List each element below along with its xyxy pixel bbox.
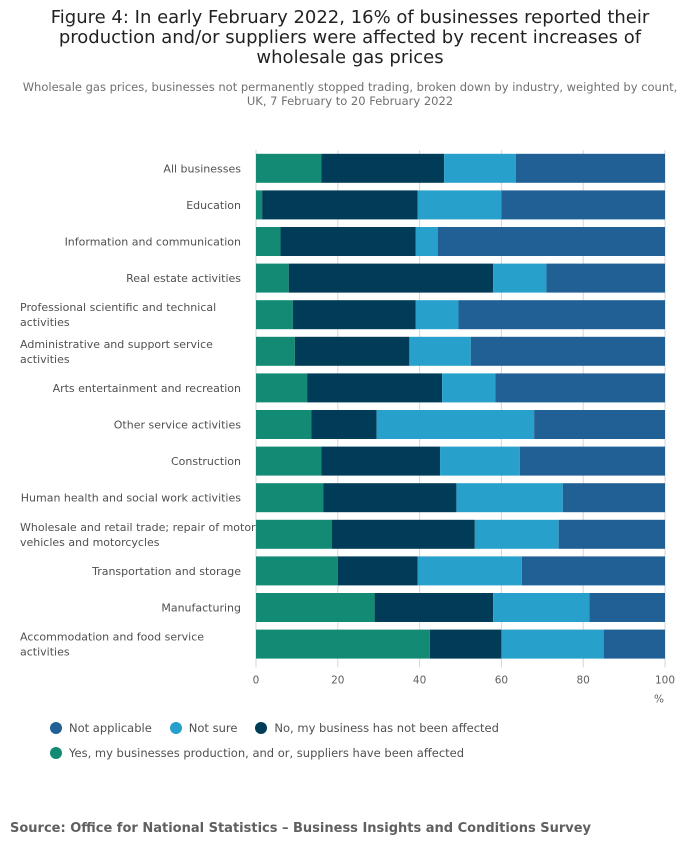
legend-item[interactable]: No, my business has not been affected [255,721,499,735]
category-label: Accommodation and food service activities [20,631,204,659]
category-label: Wholesale and retail trade; repair of mo… [20,521,256,549]
category-label: Information and communication [65,236,241,249]
bar-segment[interactable]: Information and communication – Yes, my … [256,227,281,256]
bar-segment[interactable]: Transportation and storage – Not sure: 2… [417,556,522,586]
bar-segment[interactable]: Wholesale and retail trade; repair of mo… [474,519,559,549]
category-label: Other service activities [114,419,241,432]
x-tick-label: 40 [413,674,426,686]
legend-label: Not applicable [69,720,152,735]
bar-segment[interactable]: Professional scientific and technical ac… [292,300,416,330]
category-label: Education [186,199,241,212]
bar-segment[interactable]: Professional scientific and technical ac… [458,300,665,330]
legend-swatch [169,721,182,734]
bar-segment[interactable]: Real estate activities – Not applicable:… [546,263,665,293]
legend-label: Yes, my businesses production, and or, s… [69,745,465,760]
bar-segment[interactable]: All businesses – Yes, my businesses prod… [256,153,322,183]
x-tick-label: 60 [495,674,508,686]
bar-segment[interactable]: Wholesale and retail trade; repair of mo… [256,519,332,549]
bar-segment[interactable]: Information and communication – Not sure… [415,227,439,256]
bar-segment[interactable]: Administrative and support service activ… [409,336,471,366]
legend: Not applicable Not sure No, my business ha… [50,715,670,765]
x-tick-label: 20 [331,674,344,686]
legend-swatch [255,721,268,734]
bar-segment[interactable]: Professional scientific and technical ac… [256,300,293,330]
bar-segment[interactable]: Construction – Not sure: 19.5% [440,446,520,476]
legend-item[interactable]: Not sure [169,720,238,735]
bar-segment[interactable]: Human health and social work activities … [456,483,563,513]
bar-segment[interactable]: Education – Yes, my businesses productio… [256,190,263,220]
bar-segment[interactable]: All businesses – Not applicable: 36.5% [515,153,665,183]
category-label: Professional scientific and technical act… [20,301,216,329]
category-label: Arts entertainment and recreation [53,382,241,395]
bar-segment[interactable]: All businesses – Not sure: 17.5% [444,153,516,183]
bar-segment[interactable]: Real estate activities – Not sure: 13% [493,263,547,293]
bar-segment[interactable]: Other service activities – Not sure: 38.… [376,410,535,439]
bar-segment[interactable]: Human health and social work activities … [256,483,324,513]
bar-segment[interactable]: Manufacturing – No, my business has not … [374,593,494,622]
bar-segment[interactable]: Real estate activities – No, my business… [288,263,494,293]
bar-segment[interactable]: Construction – Yes, my businesses produc… [256,446,322,476]
bar-segment[interactable]: Administrative and support service activ… [294,336,410,366]
bar-segment[interactable]: Administrative and support service activ… [256,336,295,366]
bar-segment[interactable]: Transportation and storage – Not applica… [521,556,665,586]
bar-segment[interactable]: Wholesale and retail trade; repair of mo… [331,519,475,549]
x-tick-label: 100 [655,674,675,686]
bar-segment[interactable]: Education – Not applicable: 40% [501,190,665,220]
bar-segment[interactable]: All businesses – No, my business has not… [321,153,445,183]
bar-segment[interactable]: Arts entertainment and recreation – No, … [307,373,443,403]
stacked-bar-chart: All businesses – Yes, my businesses prod… [20,150,675,705]
legend-label: No, my business has not been affected [274,720,499,735]
legend-swatch [50,746,62,759]
chart-subtitle: Wholesale gas prices, businesses not per… [22,80,678,108]
bar-segment[interactable]: Other service activities – No, my busine… [311,410,377,439]
bar-segment[interactable]: Information and communication – Not appl… [438,227,665,256]
bar-segment[interactable]: Education – Not sure: 20.5% [417,190,502,220]
bar-segment[interactable]: Other service activities – Not applicabl… [534,410,665,439]
bar-segment[interactable]: Construction – Not applicable: 35.5% [519,446,665,476]
bar-segment[interactable]: Accommodation and food service activitie… [603,629,665,659]
legend-row: Yes, my businesses production, and or, s… [50,740,670,765]
bar-segment[interactable]: Transportation and storage – Yes, my bus… [256,556,338,586]
bars: All businesses – Yes, my businesses prod… [256,153,665,659]
bar-segment[interactable]: Other service activities – Yes, my busin… [256,410,312,439]
legend-swatch [50,721,62,734]
bar-segment[interactable]: Accommodation and food service activitie… [501,629,604,659]
bar-segment[interactable]: Information and communication – No, my b… [280,227,416,256]
bar-segment[interactable]: Accommodation and food service activitie… [429,629,502,659]
bar-segment[interactable]: Administrative and support service activ… [470,336,665,366]
category-label: Real estate activities [126,272,241,285]
bar-segment[interactable]: Professional scientific and technical ac… [415,300,459,330]
legend-item[interactable]: Yes, my businesses production, and or, s… [50,746,464,760]
category-label: All businesses [163,162,241,175]
category-label: Administrative and support service activi… [20,338,213,366]
chart-title: Figure 4: In early February 2022, 16% of… [50,7,650,68]
category-label: Human health and social work activities [21,492,242,505]
bar-segment[interactable]: Arts entertainment and recreation – Not … [442,373,496,403]
bar-segment[interactable]: Construction – No, my business has not b… [321,446,441,476]
x-tick-label: 0 [253,674,260,686]
bar-segment[interactable]: Manufacturing – Not applicable: 18.5% [589,593,665,622]
bar-segment[interactable]: Arts entertainment and recreation – Yes,… [256,373,308,403]
x-tick-label: 80 [577,674,590,686]
bar-segment[interactable]: Manufacturing – Yes, my businesses produ… [256,593,375,622]
legend-item[interactable]: Not applicable [50,721,152,735]
category-label: Construction [171,455,241,468]
legend-row: Not applicable Not sure No, my business ha… [50,715,670,740]
legend-label: Not sure [188,720,238,735]
bar-segment[interactable]: Manufacturing – Not sure: 23.5% [493,593,590,622]
bar-segment[interactable]: Wholesale and retail trade; repair of mo… [558,519,665,549]
bar-segment[interactable]: Human health and social work activities … [323,483,457,513]
x-axis-unit-label: % [654,693,664,705]
bar-segment[interactable]: Accommodation and food service activitie… [256,629,430,659]
category-label: Manufacturing [161,602,241,615]
bar-segment[interactable]: Human health and social work activities … [562,483,665,513]
bar-segment[interactable]: Arts entertainment and recreation – Not … [495,373,665,403]
bar-segment[interactable]: Education – No, my business has not been… [262,190,418,220]
bar-segment[interactable]: Transportation and storage – No, my busi… [337,556,418,586]
source-note: Source: Office for National Statistics –… [10,821,592,836]
bar-segment[interactable]: Real estate activities – Yes, my busines… [256,263,289,293]
category-labels: All businesses Education Information and c… [20,162,256,658]
category-label: Transportation and storage [91,565,241,578]
x-axis-ticks: 0 20 40 60 80 100 [253,674,675,686]
